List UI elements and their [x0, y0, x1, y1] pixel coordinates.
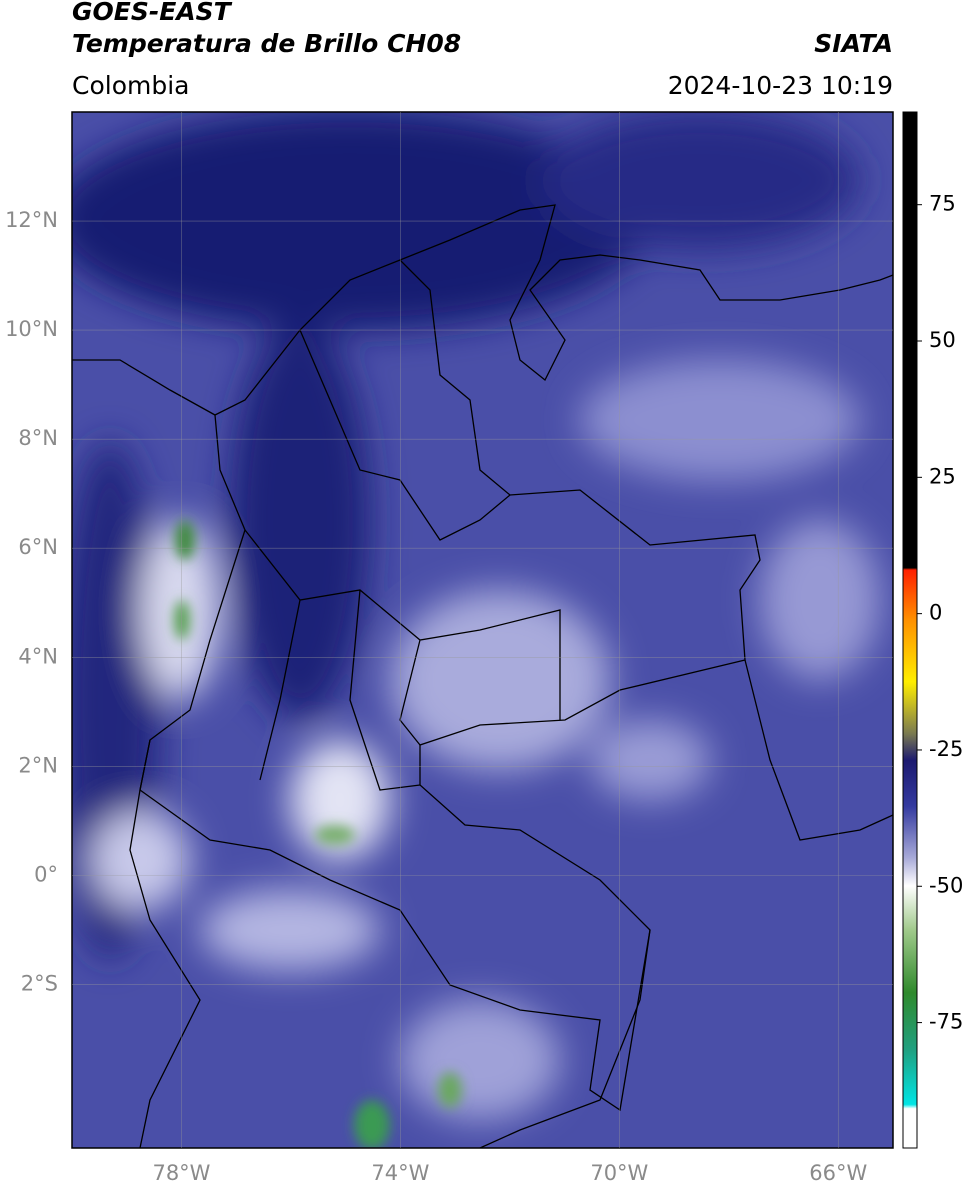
- colorbar-tick-label: -50: [929, 873, 963, 897]
- source-label: SIATA: [814, 29, 893, 58]
- product-title: Temperatura de Brillo CH08: [72, 29, 461, 58]
- lon-label: 74°W: [371, 1161, 429, 1185]
- lat-label: 10°N: [5, 317, 58, 341]
- region-label: Colombia: [72, 71, 189, 100]
- colorbar-tick-label: 0: [929, 601, 942, 625]
- colorbar-tick-label: -25: [929, 737, 963, 761]
- colorbar-tick-label: 25: [929, 464, 956, 488]
- lat-label: 12°N: [5, 208, 58, 232]
- satellite-image: [72, 112, 893, 1148]
- colorbar: [902, 111, 918, 1149]
- lat-label: 4°N: [18, 644, 58, 668]
- lat-label: 8°N: [18, 426, 58, 450]
- lon-label: 70°W: [590, 1161, 648, 1185]
- colorbar-tick-label: 50: [929, 328, 956, 352]
- lat-label: 0°: [34, 862, 58, 886]
- colorbar-tick-label: -75: [929, 1010, 963, 1034]
- satellite-title: GOES-EAST: [72, 0, 233, 26]
- lat-label: 2°S: [21, 971, 58, 995]
- map-frame: [71, 111, 894, 1149]
- lon-label: 78°W: [152, 1161, 210, 1185]
- colorbar-tick-label: 75: [929, 192, 956, 216]
- lat-label: 6°N: [18, 535, 58, 559]
- lat-label: 2°N: [18, 753, 58, 777]
- datetime-label: 2024-10-23 10:19: [668, 71, 893, 100]
- lon-label: 66°W: [809, 1161, 867, 1185]
- borders: [72, 204, 893, 1148]
